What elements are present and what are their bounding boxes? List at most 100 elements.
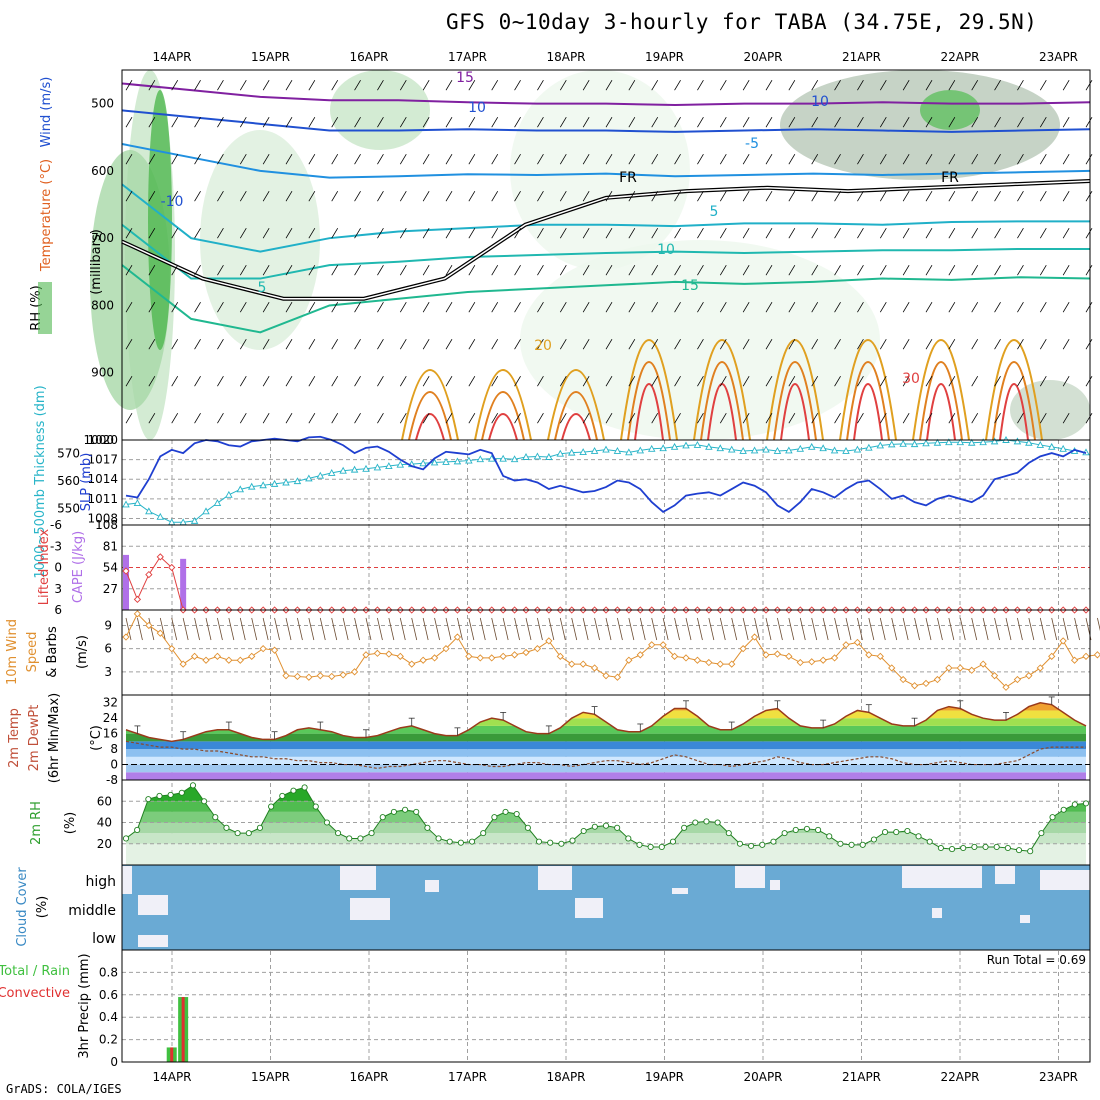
surface-wind-barb xyxy=(354,617,360,641)
thickness-point xyxy=(865,443,873,451)
wind-speed-point xyxy=(739,644,747,653)
surface-wind-barb xyxy=(788,617,795,641)
wind-barb xyxy=(1062,338,1070,350)
wind-barb xyxy=(1085,153,1093,165)
rh-point xyxy=(357,835,364,842)
wind-barb xyxy=(994,264,1001,276)
rh-point xyxy=(390,808,397,815)
rh-shading xyxy=(200,130,320,350)
temp-tick: 32 xyxy=(103,696,118,710)
temp-band xyxy=(126,749,1086,757)
warm-contour xyxy=(554,391,598,441)
wind-barb xyxy=(125,190,133,202)
cape-tick: 81 xyxy=(103,539,118,553)
rh-point xyxy=(714,819,721,826)
wind-barb xyxy=(262,375,270,387)
temp-tick: 16 xyxy=(103,727,118,741)
surface-wind-barb xyxy=(1028,617,1035,641)
rh-point xyxy=(569,837,576,844)
wind-barb xyxy=(971,412,979,424)
thickness-point xyxy=(487,454,496,462)
cloud-gap xyxy=(1020,915,1030,923)
wind-barb xyxy=(765,227,773,239)
wind-barb xyxy=(651,79,659,91)
wind-barb xyxy=(697,338,704,350)
rh-shading xyxy=(920,90,980,130)
surface-wind-barb xyxy=(525,617,532,641)
wind-barb xyxy=(445,412,453,424)
wind-barb xyxy=(217,190,224,202)
temp-band xyxy=(126,772,1086,780)
wind-barb xyxy=(582,338,590,350)
thickness-point xyxy=(396,460,405,468)
cloud-axis-label: Cloud Cover xyxy=(15,867,30,947)
freezing-level-inner xyxy=(121,180,1091,300)
wind-barb xyxy=(857,375,864,387)
wind-barb xyxy=(285,190,293,202)
rh-point xyxy=(1049,814,1056,821)
rh-shading xyxy=(1010,380,1090,440)
rh-point xyxy=(625,835,632,842)
wind-barb xyxy=(971,153,979,165)
rh-point xyxy=(926,838,933,845)
surface-wind-barb xyxy=(514,617,520,641)
rh-shading xyxy=(330,70,430,150)
wind-barb xyxy=(857,116,864,128)
surface-wind-barb xyxy=(217,617,223,641)
rh-legend-swatch xyxy=(38,282,52,334)
thickness-tick: 550 xyxy=(57,502,80,516)
cloud-gap xyxy=(425,880,439,892)
wind-barb xyxy=(1017,264,1024,276)
wind-speed-point xyxy=(819,656,827,664)
surface-wind-barb xyxy=(834,617,840,641)
rh-point xyxy=(770,838,777,845)
wind-barb xyxy=(971,227,979,239)
thickness-point xyxy=(145,507,153,515)
rh-point xyxy=(669,838,677,845)
temp-band xyxy=(126,756,1086,765)
wind-barb xyxy=(1062,190,1070,202)
wind-barb xyxy=(765,79,773,91)
wind-barb xyxy=(628,338,636,350)
surface-wind-barb xyxy=(205,617,212,641)
rh2m-axis-label: 2m RH xyxy=(29,801,44,845)
surface-wind-barb xyxy=(422,617,429,641)
wind-barb xyxy=(559,190,567,202)
wind-barb xyxy=(651,190,659,202)
date-label-bottom: 23APR xyxy=(1039,1070,1078,1084)
thickness-point xyxy=(579,448,587,456)
wind-barb xyxy=(445,264,453,276)
wind-barb xyxy=(925,412,933,424)
date-label-top: 19APR xyxy=(645,50,684,64)
wind-barb xyxy=(697,190,704,202)
thickness-point xyxy=(556,449,565,457)
surface-wind-barb xyxy=(628,617,635,641)
wind-barb xyxy=(285,153,293,165)
wind-barb xyxy=(354,153,361,165)
thickness-point xyxy=(705,442,713,450)
wind-barb xyxy=(628,153,636,165)
date-label-top: 22APR xyxy=(940,50,979,64)
wind-barb xyxy=(994,338,1001,350)
cloud-gap xyxy=(350,898,390,920)
wind-panel xyxy=(122,610,1100,691)
thickness-point xyxy=(967,438,976,446)
wind-barb xyxy=(742,301,750,313)
wind-barb xyxy=(628,301,636,313)
surface-wind-barb xyxy=(605,617,612,641)
date-label-bottom: 15APR xyxy=(251,1070,290,1084)
wind-barb xyxy=(331,190,339,202)
cloud-gap xyxy=(1040,870,1090,890)
thickness-point xyxy=(202,507,210,515)
rh-point xyxy=(614,824,621,831)
wind-barb xyxy=(697,227,704,239)
wind-barb xyxy=(674,375,681,387)
wind-barb xyxy=(925,79,933,91)
wind-barb xyxy=(674,412,681,424)
wind-barb xyxy=(719,153,727,165)
thickness-point xyxy=(933,438,942,446)
wind-barb xyxy=(1039,301,1047,313)
wind-speed-point xyxy=(682,654,690,662)
wind-barb xyxy=(377,153,384,165)
surface-wind-barb xyxy=(948,617,955,641)
